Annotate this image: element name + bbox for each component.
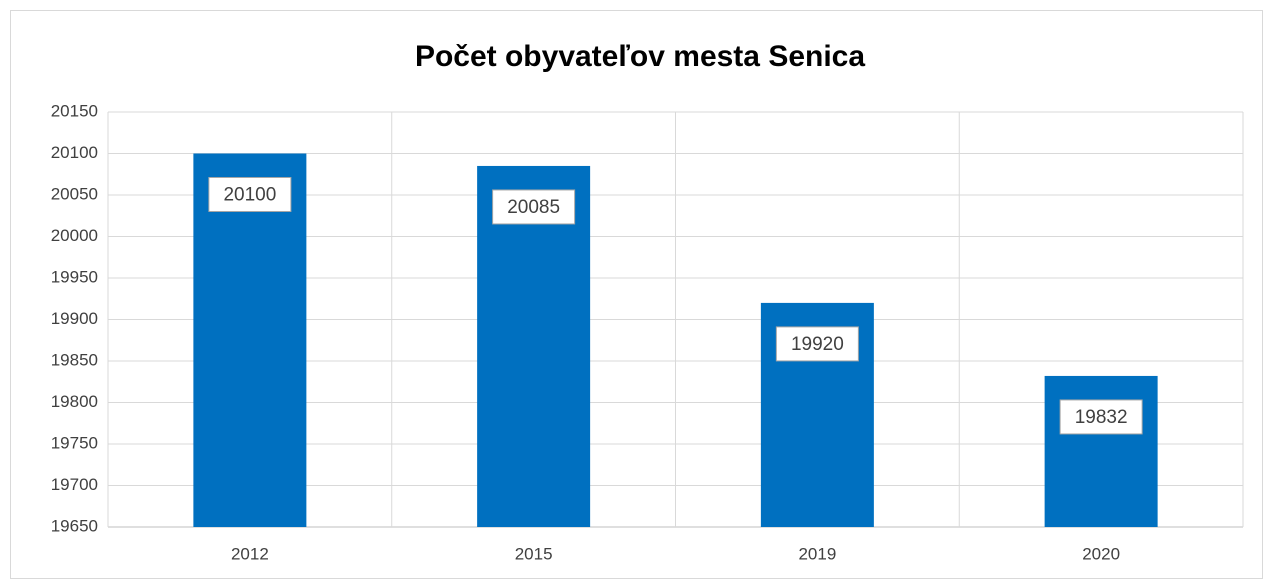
bar	[1044, 375, 1158, 527]
y-tick-label: 20000	[51, 226, 98, 245]
y-tick-label: 19900	[51, 309, 98, 328]
bar	[477, 165, 591, 527]
x-tick-label: 2015	[515, 544, 553, 563]
data-label: 20085	[507, 197, 560, 218]
x-tick-label: 2019	[798, 544, 836, 563]
y-tick-label: 20100	[51, 143, 98, 162]
data-label: 19832	[1075, 407, 1128, 428]
y-tick-label: 19850	[51, 350, 98, 369]
data-label: 19920	[791, 334, 844, 355]
y-tick-label: 19750	[51, 433, 98, 452]
chart-title: Počet obyvateľov mesta Senica	[415, 40, 865, 73]
data-label-box	[208, 177, 292, 212]
y-tick-label: 20050	[51, 184, 98, 203]
x-tick-label: 2012	[231, 544, 269, 563]
y-tick-label: 19650	[51, 516, 98, 535]
y-tick-label: 19800	[51, 392, 98, 411]
data-label-box	[1059, 399, 1143, 435]
y-tick-label: 19700	[51, 475, 98, 494]
data-label-box	[492, 189, 576, 225]
y-tick-label: 20150	[51, 101, 98, 120]
data-label: 20100	[223, 185, 276, 206]
data-label-box	[775, 326, 859, 362]
x-tick-label: 2020	[1082, 544, 1120, 563]
bar	[193, 153, 307, 527]
y-tick-label: 19950	[51, 267, 98, 286]
